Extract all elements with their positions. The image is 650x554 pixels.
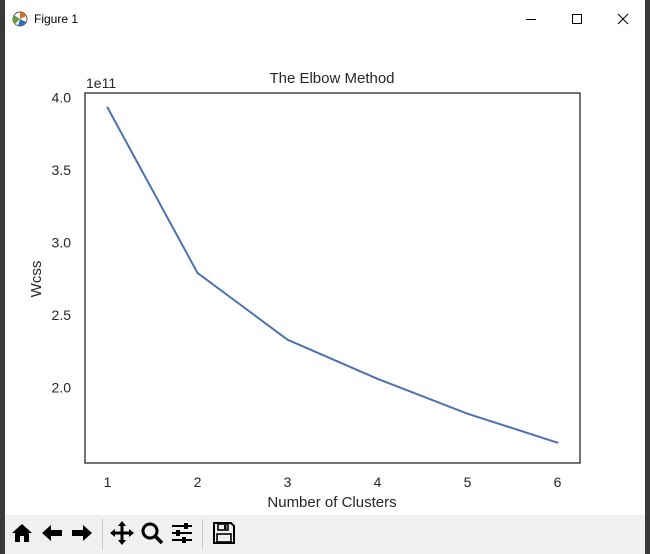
forward-button[interactable] — [67, 518, 97, 548]
x-tick-label: 4 — [374, 474, 382, 490]
canvas-background — [5, 38, 645, 515]
data-point — [376, 377, 379, 380]
minimize-icon — [526, 19, 536, 20]
data-point — [466, 412, 469, 415]
back-button[interactable] — [37, 518, 67, 548]
x-axis-label: Number of Clusters — [267, 494, 396, 511]
toolbar-separator — [102, 519, 103, 549]
close-icon — [617, 13, 629, 25]
title-bar[interactable]: Figure 1 — [5, 0, 645, 38]
magnifier-icon — [141, 522, 164, 545]
data-point — [556, 441, 559, 444]
minimize-button[interactable] — [508, 0, 554, 38]
y-scale-multiplier: 1e11 — [86, 75, 116, 91]
floppy-disk-icon — [213, 522, 235, 544]
x-tick-label: 5 — [464, 474, 472, 490]
data-point — [196, 271, 199, 274]
matplotlib-icon — [12, 11, 28, 27]
sliders-icon — [172, 523, 192, 543]
close-button[interactable] — [600, 0, 645, 38]
x-tick-labels: 1 2 3 4 5 6 — [104, 474, 562, 490]
y-tick-label: 2.0 — [52, 380, 72, 396]
figure-window: Figure 1 The Elbow Method 1e11 2.0 2.5 3.0… — [5, 0, 645, 554]
window-title: Figure 1 — [34, 12, 79, 26]
maximize-icon — [572, 14, 582, 24]
x-tick-label: 2 — [194, 474, 202, 490]
navigation-toolbar — [5, 515, 645, 554]
configure-subplots-button[interactable] — [167, 518, 197, 548]
chart-title: The Elbow Method — [269, 70, 394, 87]
y-tick-labels: 2.0 2.5 3.0 3.5 4.0 — [52, 89, 72, 395]
y-tick-label: 4.0 — [52, 89, 72, 105]
x-tick-label: 3 — [284, 474, 292, 490]
y-tick-label: 3.0 — [52, 234, 72, 250]
move-icon — [110, 521, 134, 545]
data-point — [106, 106, 109, 109]
y-tick-label: 2.5 — [52, 307, 72, 323]
x-tick-label: 1 — [104, 474, 112, 490]
arrow-left-icon — [42, 525, 62, 541]
save-button[interactable] — [209, 518, 239, 548]
x-tick-label: 6 — [554, 474, 562, 490]
series-line — [106, 107, 558, 444]
home-button[interactable] — [7, 518, 37, 548]
maximize-button[interactable] — [554, 0, 600, 38]
axes-frame — [84, 92, 581, 464]
y-axis-label: Wcss — [28, 261, 45, 298]
home-icon — [12, 524, 32, 542]
arrow-right-icon — [72, 525, 92, 541]
data-point — [286, 338, 289, 341]
data-series — [106, 106, 559, 444]
chart-canvas: The Elbow Method 1e11 2.0 2.5 3.0 3.5 4.0 1 2… — [5, 38, 645, 515]
zoom-button[interactable] — [137, 518, 167, 548]
y-tick-label: 3.5 — [52, 162, 72, 178]
toolbar-separator — [202, 519, 203, 549]
pan-button[interactable] — [107, 518, 137, 548]
